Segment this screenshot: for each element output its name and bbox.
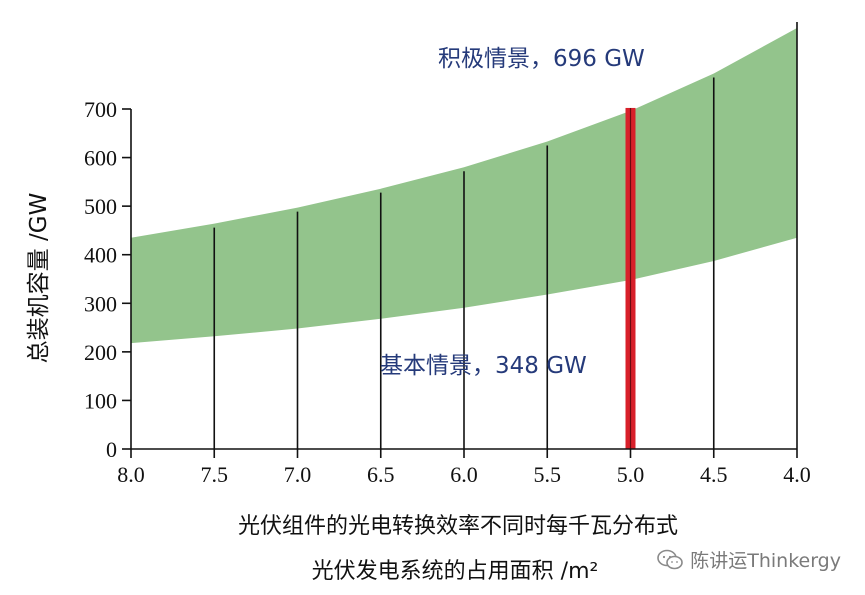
x-tick-label-1: 7.5 (201, 462, 229, 487)
x-tick-label-3: 6.5 (367, 462, 395, 487)
watermark: 陈讲运Thinkergy (656, 546, 841, 573)
annotation-upper: 积极情景，696 GW (438, 46, 645, 72)
y-tick-label-3: 300 (84, 291, 117, 316)
y-tick-label-0: 0 (106, 437, 117, 462)
x-tick-label-2: 7.0 (284, 462, 312, 487)
annotation-lower: 基本情景，348 GW (380, 353, 587, 379)
x-tick-label-0: 8.0 (117, 462, 145, 487)
y-tick-label-6: 600 (84, 146, 117, 171)
x-axis-label-line2: 光伏发电系统的占用面积 /m² (312, 559, 599, 584)
x-tick-label-5: 5.5 (534, 462, 562, 487)
wechat-icon (657, 549, 684, 569)
x-tick-label-8: 4.0 (783, 462, 811, 487)
y-tick-label-5: 500 (84, 194, 117, 219)
x-tick-label-6: 5.0 (617, 462, 645, 487)
y-tick-label-4: 400 (84, 243, 117, 268)
x-axis-label-line1: 光伏组件的光电转换效率不同时每千瓦分布式 (238, 514, 678, 539)
y-tick-label-1: 100 (84, 388, 117, 413)
x-tick-label-7: 4.5 (700, 462, 728, 487)
y-tick-label-2: 200 (84, 340, 117, 365)
y-tick-label-7: 700 (84, 97, 117, 122)
y-axis-label: 总装机容量 /GW (26, 193, 52, 364)
watermark-text: 陈讲运Thinkergy (690, 550, 841, 572)
x-tick-label-4: 6.0 (450, 462, 478, 487)
